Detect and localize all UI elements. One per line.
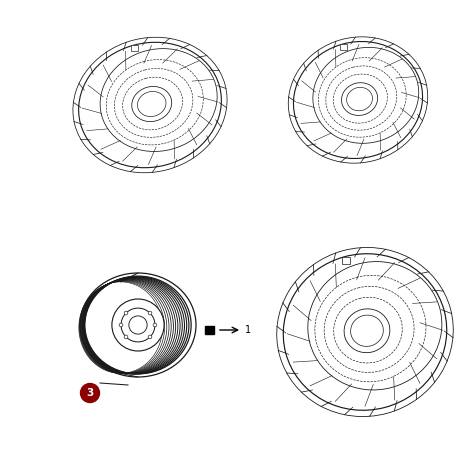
Circle shape (148, 311, 152, 315)
Ellipse shape (112, 299, 164, 351)
FancyBboxPatch shape (341, 44, 347, 50)
FancyBboxPatch shape (131, 45, 138, 51)
Circle shape (119, 323, 123, 327)
Circle shape (80, 383, 100, 402)
FancyBboxPatch shape (205, 326, 214, 334)
Text: 3: 3 (86, 388, 94, 398)
Text: 1: 1 (245, 325, 251, 335)
Circle shape (124, 311, 128, 315)
FancyBboxPatch shape (341, 256, 350, 264)
Circle shape (153, 323, 157, 327)
Circle shape (124, 335, 128, 339)
Circle shape (148, 335, 152, 339)
